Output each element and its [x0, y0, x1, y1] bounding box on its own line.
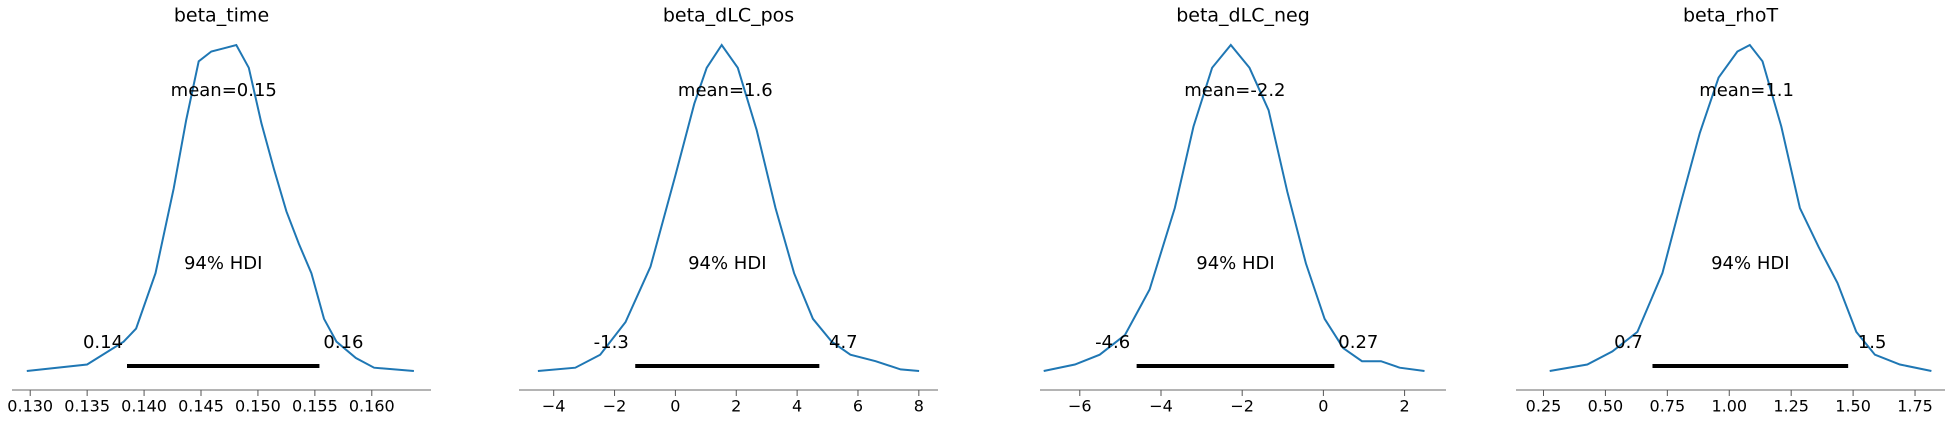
x-tick-label: 1.00 — [1711, 397, 1747, 416]
density-line — [1043, 43, 1425, 372]
x-tick-label: 0.50 — [1588, 397, 1624, 416]
x-tick-label: 0.135 — [64, 397, 110, 416]
x-tick-label: 0.150 — [235, 397, 281, 416]
x-tick-label: −4 — [542, 397, 566, 416]
x-tick-label: 2 — [1399, 397, 1409, 416]
hdi-high-label: 0.27 — [1338, 332, 1378, 353]
x-tick-label: 0 — [670, 397, 680, 416]
panel-title: beta_rhoT — [1683, 5, 1778, 27]
density-line — [537, 43, 920, 372]
x-tick-label: 4 — [792, 397, 802, 416]
x-tick-label: 0.160 — [349, 397, 395, 416]
density-line — [1549, 43, 1932, 372]
x-tick-label: −6 — [1068, 397, 1092, 416]
x-tick-label: 0.130 — [7, 397, 53, 416]
hdi-label: 94% HDI — [184, 253, 262, 274]
x-tick-label: 6 — [853, 397, 863, 416]
hdi-high-label: 1.5 — [1858, 332, 1887, 353]
panel-title: beta_dLC_pos — [663, 5, 794, 27]
hdi-low-label: 0.7 — [1614, 332, 1643, 353]
x-tick-label: 1.50 — [1835, 397, 1871, 416]
x-tick-label: 0.25 — [1526, 397, 1562, 416]
x-tick-label: 2 — [731, 397, 741, 416]
mean-label: mean=0.15 — [171, 80, 277, 101]
x-tick-label: −4 — [1149, 397, 1173, 416]
x-tick-label: 1.25 — [1773, 397, 1809, 416]
hdi-low-label: -4.6 — [1095, 332, 1130, 353]
x-tick-label: 0.75 — [1650, 397, 1686, 416]
x-tick-label: 0.155 — [292, 397, 338, 416]
x-tick-label: 0 — [1318, 397, 1328, 416]
density-line — [26, 43, 414, 372]
mean-label: mean=-2.2 — [1184, 80, 1285, 101]
x-tick-label: −2 — [603, 397, 627, 416]
mean-label: mean=1.1 — [1699, 80, 1794, 101]
x-tick-label: 0.140 — [121, 397, 167, 416]
hdi-high-label: 4.7 — [829, 332, 858, 353]
x-tick-label: 0.145 — [178, 397, 224, 416]
hdi-label: 94% HDI — [1196, 253, 1274, 274]
panel-title: beta_dLC_neg — [1176, 5, 1310, 27]
x-tick-label: 1.75 — [1897, 397, 1933, 416]
mean-label: mean=1.6 — [678, 80, 773, 101]
hdi-low-label: 0.14 — [83, 332, 123, 353]
hdi-label: 94% HDI — [1711, 253, 1789, 274]
hdi-high-label: 0.16 — [323, 332, 363, 353]
panel-title: beta_time — [174, 5, 269, 27]
hdi-label: 94% HDI — [688, 253, 766, 274]
x-tick-label: 8 — [914, 397, 924, 416]
x-tick-label: −2 — [1230, 397, 1254, 416]
hdi-low-label: -1.3 — [594, 332, 629, 353]
